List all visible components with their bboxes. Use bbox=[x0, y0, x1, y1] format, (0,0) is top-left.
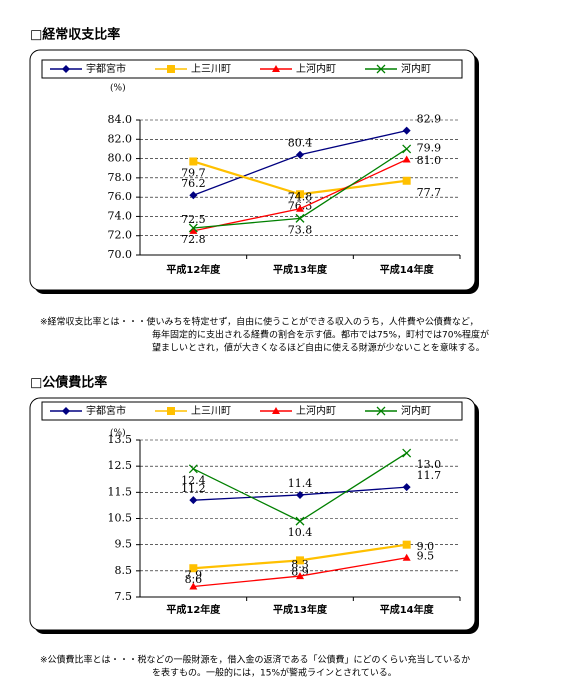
marker bbox=[296, 490, 304, 499]
note-line: ※公債費比率とは・・・税などの一般財源を，借入金の返済である「公債費」にどのくら… bbox=[40, 654, 470, 666]
marker bbox=[402, 176, 411, 185]
data-label: 74.8 bbox=[288, 191, 313, 204]
data-label: 76.2 bbox=[181, 177, 206, 190]
legend-label: 上河内町 bbox=[296, 404, 336, 417]
y-tick-label: 78.0 bbox=[108, 171, 133, 184]
data-label: 8.3 bbox=[291, 558, 309, 571]
data-label: 73.8 bbox=[288, 223, 313, 236]
y-tick-label: 74.0 bbox=[108, 209, 133, 222]
y-tick-label: 76.0 bbox=[108, 190, 133, 203]
marker bbox=[296, 150, 304, 159]
marker bbox=[188, 464, 198, 474]
y-tick-label: 72.0 bbox=[108, 229, 133, 242]
marker bbox=[272, 65, 280, 72]
data-label: 11.4 bbox=[288, 477, 313, 490]
y-axis-label: (%) bbox=[110, 83, 126, 94]
x-tick-label: 平成14年度 bbox=[380, 603, 435, 616]
note-line: を表すもの。一般的には，15%が警戒ラインとされている。 bbox=[152, 667, 397, 679]
data-label: 7.9 bbox=[185, 569, 203, 582]
y-tick-label: 82.0 bbox=[108, 132, 133, 145]
legend-label: 宇都宮市 bbox=[86, 62, 126, 75]
marker bbox=[402, 126, 411, 135]
marker bbox=[272, 407, 280, 414]
marker bbox=[189, 582, 198, 590]
y-tick-label: 7.5 bbox=[115, 590, 133, 603]
marker bbox=[402, 155, 411, 163]
data-label: 9.0 bbox=[417, 540, 435, 553]
marker bbox=[402, 553, 411, 561]
note-line: 毎年固定的に支出される経費の割合を示す値。都市では75%，町村では70%程度が bbox=[152, 329, 489, 341]
chart-title: □公債費比率 bbox=[30, 375, 107, 391]
data-label: 13.0 bbox=[417, 458, 442, 471]
y-tick-label: 10.5 bbox=[108, 512, 133, 525]
marker bbox=[376, 406, 386, 416]
legend-label: 河内町 bbox=[401, 404, 431, 417]
marker bbox=[295, 213, 305, 223]
y-tick-label: 9.5 bbox=[115, 538, 133, 551]
x-tick-label: 平成14年度 bbox=[380, 263, 435, 276]
marker bbox=[189, 226, 198, 234]
legend-box bbox=[41, 59, 463, 79]
note-line: 望ましいとされ，値が大きくなるほど自由に使える財源が少ないことを意味する。 bbox=[152, 342, 485, 354]
marker bbox=[189, 564, 198, 573]
marker bbox=[402, 144, 412, 154]
y-tick-label: 84.0 bbox=[108, 113, 133, 126]
x-tick-label: 平成13年度 bbox=[273, 263, 328, 276]
legend-box bbox=[41, 401, 463, 421]
y-tick-label: 80.0 bbox=[108, 152, 133, 165]
marker bbox=[296, 556, 304, 565]
data-label: 12.4 bbox=[181, 474, 206, 487]
marker bbox=[62, 65, 70, 73]
marker bbox=[167, 407, 175, 415]
data-label: 79.7 bbox=[181, 166, 206, 179]
marker bbox=[402, 448, 412, 458]
marker bbox=[189, 191, 198, 200]
x-tick-label: 平成12年度 bbox=[166, 263, 221, 276]
legend-label: 河内町 bbox=[401, 62, 431, 75]
data-label: 81.0 bbox=[417, 154, 442, 167]
marker bbox=[402, 483, 411, 492]
marker bbox=[189, 496, 198, 505]
legend-label: 上三川町 bbox=[191, 405, 231, 417]
chart-frame bbox=[29, 49, 476, 291]
data-label: 79.9 bbox=[417, 142, 442, 155]
data-label: 8.6 bbox=[185, 573, 203, 586]
y-tick-label: 8.5 bbox=[115, 564, 133, 577]
marker bbox=[402, 540, 411, 549]
x-tick-label: 平成13年度 bbox=[273, 603, 328, 616]
marker bbox=[167, 65, 175, 73]
marker bbox=[189, 157, 198, 166]
data-label: 9.5 bbox=[417, 550, 435, 563]
y-tick-label: 70.0 bbox=[108, 248, 133, 261]
data-label: 11.2 bbox=[181, 482, 206, 495]
data-label: 11.7 bbox=[417, 469, 442, 482]
marker bbox=[295, 516, 305, 526]
x-tick-label: 平成12年度 bbox=[166, 603, 221, 616]
y-tick-label: 13.5 bbox=[108, 433, 133, 446]
chart-title: □経常収支比率 bbox=[30, 27, 120, 43]
data-label: 80.4 bbox=[288, 137, 313, 150]
data-label: 82.9 bbox=[417, 113, 442, 126]
data-label: 72.5 bbox=[181, 213, 206, 226]
y-tick-label: 11.5 bbox=[108, 485, 133, 498]
legend-label: 上河内町 bbox=[296, 62, 336, 75]
marker bbox=[296, 190, 304, 199]
data-label: 77.7 bbox=[417, 186, 442, 199]
note-line: ※経常収支比率とは・・・使いみちを特定せず，自由に使うことができる収入のうち，人… bbox=[40, 316, 478, 328]
marker bbox=[376, 64, 386, 74]
legend-label: 上三川町 bbox=[191, 63, 231, 75]
y-tick-label: 12.5 bbox=[108, 459, 133, 472]
marker bbox=[188, 223, 198, 233]
data-label: 72.8 bbox=[181, 233, 206, 246]
legend-label: 宇都宮市 bbox=[86, 404, 126, 417]
data-label: 10.4 bbox=[288, 526, 313, 539]
chart-frame bbox=[29, 397, 476, 631]
y-axis-label: (%) bbox=[110, 428, 126, 439]
marker bbox=[296, 572, 304, 580]
marker bbox=[296, 204, 304, 212]
marker bbox=[62, 407, 70, 415]
